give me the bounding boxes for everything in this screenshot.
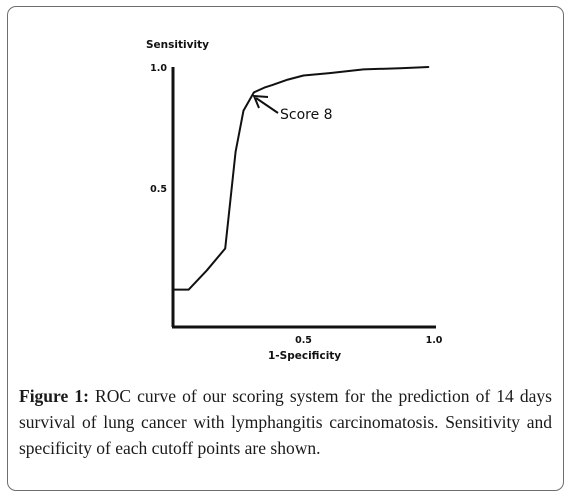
roc-point (271, 84, 273, 86)
y-tick-labels: 1.0 0.5 (150, 63, 167, 195)
roc-point (206, 269, 208, 271)
figure-caption: Figure 1: ROC curve of our scoring syste… (19, 383, 552, 461)
x-tick-label: 1.0 (426, 335, 443, 346)
x-tick-labels: 0.5 1.0 (295, 335, 443, 346)
roc-point (242, 109, 245, 112)
roc-point (329, 72, 331, 74)
roc-point (399, 67, 401, 69)
roc-point (172, 289, 174, 291)
roc-point (235, 151, 237, 153)
score-annotation: Score 8 (280, 107, 333, 123)
figure-frame (7, 6, 564, 491)
x-tick-label: 0.5 (295, 335, 312, 346)
y-axis-title: Sensitivity (146, 39, 209, 51)
roc-point (253, 91, 255, 94)
roc-curve-line (173, 66, 429, 291)
y-tick-label: 0.5 (150, 184, 167, 195)
caption-text: ROC curve of our scoring system for the … (19, 386, 552, 458)
roc-point (302, 74, 305, 77)
roc-point (287, 78, 289, 81)
roc-point (428, 66, 430, 68)
score-arrow (252, 94, 279, 114)
roc-point (188, 289, 190, 291)
roc-curve-points (172, 66, 430, 291)
y-tick-label: 1.0 (150, 63, 167, 74)
x-axis-title: 1-Specificity (268, 350, 341, 362)
roc-point (263, 86, 265, 89)
caption-label: Figure 1: (19, 386, 89, 406)
roc-point (224, 247, 226, 250)
roc-point (362, 68, 365, 71)
